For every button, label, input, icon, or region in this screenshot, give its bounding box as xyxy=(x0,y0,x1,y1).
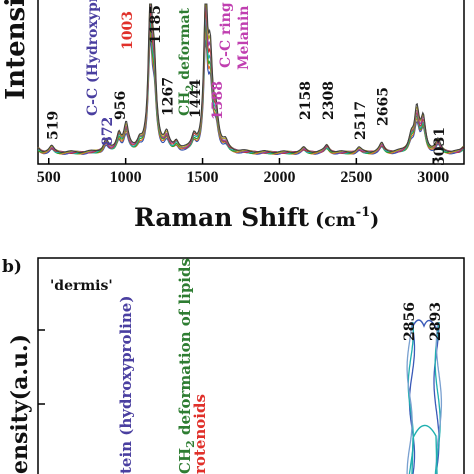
panel-a-peak-label: 1267 xyxy=(161,77,177,116)
panel-b: b) 'dermis' tein (hydroxyproline) CH2 de… xyxy=(2,257,465,474)
panel-a-peak-label: 1444 xyxy=(188,79,204,118)
panel-b-series xyxy=(406,319,443,474)
panel-a-annotation-melanin: Melanin xyxy=(236,6,252,70)
panel-b-label: b) xyxy=(2,257,22,277)
panel-a-peak-label: 519 xyxy=(46,111,62,140)
panel-a-series xyxy=(37,3,464,155)
panel-b-spectrum-line xyxy=(412,319,437,329)
panel-a-x-tick-label: 3000 xyxy=(417,169,449,186)
panel-a-frame xyxy=(37,0,465,165)
panel-a-x-tick-label: 1500 xyxy=(187,169,219,186)
panel-b-spectrum-line xyxy=(406,321,413,474)
panel-a-peak-label: 2158 xyxy=(298,81,314,120)
panel-a-x-axis-label: Raman Shift (cm-1) xyxy=(134,203,379,232)
panel-a-x-tick-label: 500 xyxy=(37,169,61,186)
panel-a-peak-label: 1588 xyxy=(210,81,226,120)
panel-a-peak-label: 1185 xyxy=(148,5,164,44)
panel-a-annotation-cc-ring: C-C ring xyxy=(218,2,234,68)
panel-b-y-axis-label: ensity(a.u.) xyxy=(7,334,33,474)
panel-b-annotation-ch2-lipids: CH2 deformation of lipids xyxy=(176,258,197,474)
panel-a-x-tick-label: 2000 xyxy=(263,169,295,186)
panel-a-peak-label: 2308 xyxy=(321,81,337,120)
panel-b-peak-label: 2856 xyxy=(402,302,418,341)
panel-b-spectrum-line xyxy=(435,321,443,474)
panel-b-frame xyxy=(37,257,465,474)
panel-a-y-axis-label: Intensit xyxy=(1,0,31,100)
panel-b-region-label: 'dermis' xyxy=(50,278,113,294)
panel-a-peak-label: 956 xyxy=(113,91,129,120)
panel-a-spectrum-line xyxy=(37,3,464,154)
panel-a-peak-label: 3031 xyxy=(432,127,448,166)
panel-b-annotation-protein: tein (hydroxyproline) xyxy=(117,296,135,474)
panel-b-annotation-carotenoids: rotenoids xyxy=(191,394,209,474)
panel-b-peak-label: 2893 xyxy=(428,302,444,341)
panel-b-spectrum-line xyxy=(411,424,438,474)
panel-a-peak-label: 2665 xyxy=(376,87,392,126)
panel-a-peak-label: 1003 xyxy=(120,11,136,50)
panel-a-annotation-hydroxyproline: C-C (Hydroxyproline xyxy=(85,0,101,116)
panel-a-peak-label: 872 xyxy=(100,117,116,146)
panel-a-annotation-ch2: CH2 deformat xyxy=(177,7,196,116)
panel-a-x-tick-label: 2500 xyxy=(340,169,372,186)
panel-a-x-ticks: 500 1000 1500 2000 2500 3000 xyxy=(37,158,449,186)
panel-a-peak-label: 2517 xyxy=(353,101,369,140)
panel-a-x-tick-label: 1000 xyxy=(110,169,142,186)
